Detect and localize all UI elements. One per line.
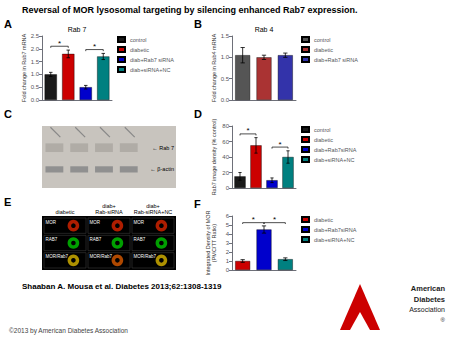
svg-text:RAB7: RAB7 (90, 237, 102, 242)
svg-text:MOR/Rab7: MOR/Rab7 (90, 254, 113, 259)
svg-text:D: D (194, 108, 202, 120)
svg-text:1: 1 (226, 258, 230, 264)
svg-text:diab+siRNA+NC: diab+siRNA+NC (130, 67, 170, 73)
svg-text:*: * (252, 215, 255, 224)
svg-text:80: 80 (222, 123, 229, 129)
svg-text:← β-actin: ← β-actin (150, 166, 174, 172)
svg-text:diab+: diab+ (102, 203, 116, 209)
svg-text:MOR/Rab7: MOR/Rab7 (134, 254, 157, 259)
svg-text:American: American (411, 284, 446, 293)
svg-text:0: 0 (226, 267, 230, 273)
svg-text:Reversal of MOR lysosomal targ: Reversal of MOR lysosomal targeting by s… (22, 5, 358, 15)
svg-text:diab+Rab7siRNA: diab+Rab7siRNA (314, 147, 357, 153)
svg-text:diabetic: diabetic (56, 209, 75, 215)
svg-text:diab+: diab+ (146, 203, 160, 209)
svg-text:F: F (194, 198, 201, 210)
svg-text:1.5: 1.5 (221, 33, 230, 39)
svg-text:1.5: 1.5 (31, 59, 40, 65)
svg-text:6: 6 (226, 213, 230, 219)
svg-text:60: 60 (222, 139, 229, 145)
svg-text:Rab-siRNA: Rab-siRNA (95, 209, 123, 215)
svg-text:Integrated Density of MOR: Integrated Density of MOR (205, 210, 211, 276)
svg-text:RAB7: RAB7 (134, 237, 146, 242)
svg-text:diab+siRNA+NC: diab+siRNA+NC (314, 237, 354, 243)
svg-text:Rab7 image density (% control): Rab7 image density (% control) (211, 118, 217, 195)
svg-text:RAB7: RAB7 (46, 237, 58, 242)
svg-text:diabetic: diabetic (314, 47, 333, 53)
svg-text:40: 40 (222, 154, 229, 160)
svg-text:5: 5 (226, 222, 230, 228)
svg-text:0.5: 0.5 (221, 76, 230, 82)
svg-text:diabetic: diabetic (130, 47, 149, 53)
svg-text:MOR/Rab7: MOR/Rab7 (46, 254, 69, 259)
svg-text:C: C (4, 108, 12, 120)
svg-text:diab+Rab7 siRNA: diab+Rab7 siRNA (130, 57, 174, 63)
svg-text:2.5: 2.5 (31, 33, 40, 39)
svg-text:©2013 by American Diabetes Ass: ©2013 by American Diabetes Association (9, 327, 128, 335)
svg-text:2.0: 2.0 (31, 46, 40, 52)
svg-text:2: 2 (226, 249, 230, 255)
svg-text:Fold change in Rab4 mRNA: Fold change in Rab4 mRNA (211, 33, 217, 102)
svg-text:Fold change in Rab7 mRNA: Fold change in Rab7 mRNA (21, 33, 27, 102)
svg-text:diabetic: diabetic (314, 217, 333, 223)
svg-text:Association: Association (409, 306, 445, 313)
svg-text:(PMC/TT Ratio): (PMC/TT Ratio) (211, 224, 217, 263)
svg-text:← Rab 7: ← Rab 7 (152, 145, 174, 151)
svg-text:*: * (273, 215, 276, 224)
svg-text:Diabetes: Diabetes (414, 295, 445, 304)
svg-text:0.0: 0.0 (221, 97, 230, 103)
svg-text:4: 4 (226, 231, 230, 237)
svg-text:diab+Rab7siRNA: diab+Rab7siRNA (314, 227, 357, 233)
svg-text:20: 20 (222, 170, 229, 176)
svg-text:diab+siRNA+NC: diab+siRNA+NC (314, 157, 354, 163)
svg-text:B: B (194, 18, 202, 30)
svg-text:MOR: MOR (46, 220, 57, 225)
svg-text:E: E (4, 196, 11, 208)
svg-text:diabetic: diabetic (314, 137, 333, 143)
svg-text:diab+Rab7 siRNA: diab+Rab7 siRNA (314, 57, 358, 63)
svg-text:control: control (130, 37, 147, 43)
svg-text:*: * (93, 42, 96, 51)
svg-text:0: 0 (226, 185, 230, 191)
svg-text:®: ® (441, 317, 446, 323)
svg-text:control: control (314, 37, 331, 43)
svg-text:MOR: MOR (90, 220, 101, 225)
svg-text:Rab 4: Rab 4 (255, 26, 274, 33)
svg-text:Rab 7: Rab 7 (68, 26, 87, 33)
svg-text:MOR: MOR (134, 220, 145, 225)
svg-text:0.0: 0.0 (31, 97, 40, 103)
svg-text:0.5: 0.5 (31, 84, 40, 90)
svg-text:1.0: 1.0 (221, 54, 230, 60)
svg-text:control: control (314, 127, 331, 133)
svg-text:1.0: 1.0 (31, 71, 40, 77)
svg-text:*: * (58, 39, 61, 48)
svg-text:*: * (278, 140, 281, 149)
svg-text:A: A (4, 18, 12, 30)
svg-text:Rab-siRNA+NC: Rab-siRNA+NC (134, 209, 173, 215)
svg-text:Shaaban A. Mousa et al. Diabet: Shaaban A. Mousa et al. Diabetes 2013;62… (22, 282, 222, 291)
svg-text:*: * (246, 126, 249, 135)
svg-text:3: 3 (226, 240, 230, 246)
